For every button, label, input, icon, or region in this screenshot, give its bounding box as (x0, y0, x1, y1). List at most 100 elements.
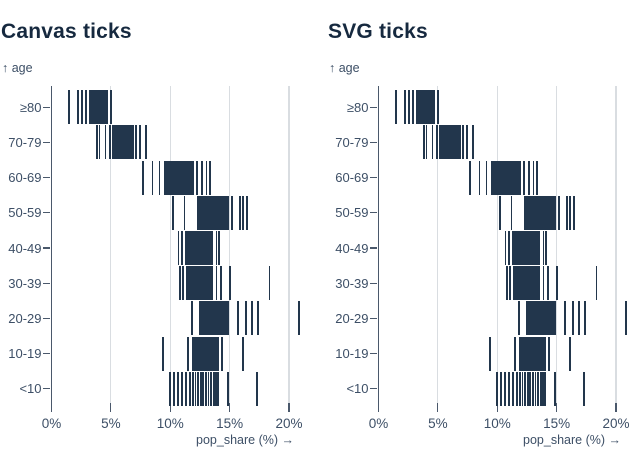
data-tick (124, 125, 127, 160)
data-tick (526, 195, 529, 230)
data-tick (521, 266, 524, 301)
data-tick (172, 160, 175, 195)
data-tick (553, 195, 556, 230)
chart-canvas-ticks: Canvas ticks ↑ age pop_share (%) → 0% 5% 1… (0, 0, 313, 466)
data-tick (536, 301, 538, 336)
data-tick (459, 125, 462, 160)
data-tick (453, 125, 456, 160)
data-tick (199, 301, 201, 336)
x-axis-tick (288, 403, 290, 412)
data-tick (209, 266, 212, 301)
data-tick (256, 371, 258, 406)
data-tick (201, 231, 204, 265)
data-tick (427, 90, 429, 125)
x-axis-tick (496, 403, 498, 412)
data-tick (541, 195, 544, 230)
y-tick-label: 50-59 (8, 205, 42, 221)
data-tick (201, 336, 204, 371)
data-tick (516, 266, 519, 301)
data-tick (555, 266, 558, 301)
data-tick (552, 301, 555, 336)
data-tick (223, 301, 226, 336)
data-tick (531, 301, 533, 336)
data-tick (91, 90, 94, 125)
data-tick (132, 125, 135, 160)
data-tick (195, 336, 198, 371)
y-axis-tick (370, 282, 377, 284)
data-tick (192, 266, 195, 301)
data-tick (507, 160, 509, 195)
x-gridline (169, 86, 171, 407)
data-tick (245, 301, 248, 336)
y-axis-line (377, 86, 379, 412)
data-tick (200, 301, 203, 336)
data-tick (210, 266, 213, 301)
data-tick (533, 336, 536, 371)
data-tick (139, 125, 141, 160)
data-tick (298, 301, 300, 336)
data-tick (127, 125, 130, 160)
data-tick (200, 266, 203, 301)
x-tick-label: 20% (275, 416, 303, 431)
data-tick (213, 195, 216, 230)
data-tick (205, 301, 208, 336)
data-tick (88, 90, 91, 125)
data-tick (199, 195, 202, 230)
x-axis-tick (229, 403, 231, 412)
data-tick (499, 160, 502, 195)
x-axis-tick (556, 403, 558, 412)
data-tick (94, 90, 97, 125)
data-tick (548, 336, 550, 371)
data-tick (97, 90, 99, 125)
data-tick (544, 301, 547, 336)
data-tick (237, 301, 239, 336)
data-tick (209, 231, 212, 265)
data-tick (158, 160, 161, 195)
data-tick (85, 90, 87, 125)
data-tick (231, 195, 233, 230)
data-tick (547, 301, 550, 336)
data-tick (112, 125, 115, 160)
data-tick (537, 301, 540, 336)
data-tick (98, 125, 101, 160)
data-tick (526, 231, 529, 265)
data-tick (238, 195, 241, 230)
data-tick (535, 195, 538, 230)
data-tick (540, 336, 543, 371)
y-axis-tick (370, 353, 377, 355)
data-tick (242, 195, 245, 230)
x-axis-tick (615, 403, 617, 412)
data-tick (498, 195, 501, 230)
data-tick (181, 231, 184, 265)
data-tick (522, 336, 525, 371)
data-tick (625, 301, 627, 336)
data-tick (545, 195, 548, 230)
data-tick (443, 125, 446, 160)
data-tick (219, 195, 222, 230)
data-tick (478, 160, 481, 195)
data-tick (196, 336, 199, 371)
data-tick (187, 160, 189, 195)
data-tick (419, 90, 422, 125)
data-tick (513, 231, 516, 265)
data-tick (187, 336, 189, 371)
data-tick (199, 266, 202, 301)
data-tick (222, 301, 225, 336)
data-tick (442, 125, 445, 160)
chart-title-svg: SVG ticks (328, 20, 428, 43)
data-tick (118, 125, 121, 160)
y-tick-label: 70-79 (8, 134, 42, 150)
data-tick (492, 160, 495, 195)
data-tick (454, 125, 457, 160)
y-axis-tick (43, 141, 50, 143)
data-tick (186, 231, 189, 265)
data-tick (194, 266, 197, 301)
data-tick (461, 125, 464, 160)
data-tick (504, 231, 507, 265)
data-tick (489, 336, 492, 371)
y-axis-tick (370, 177, 377, 179)
data-tick (572, 195, 575, 230)
data-tick (544, 371, 547, 406)
y-tick-label: 30-39 (335, 275, 369, 291)
data-tick (523, 231, 526, 265)
